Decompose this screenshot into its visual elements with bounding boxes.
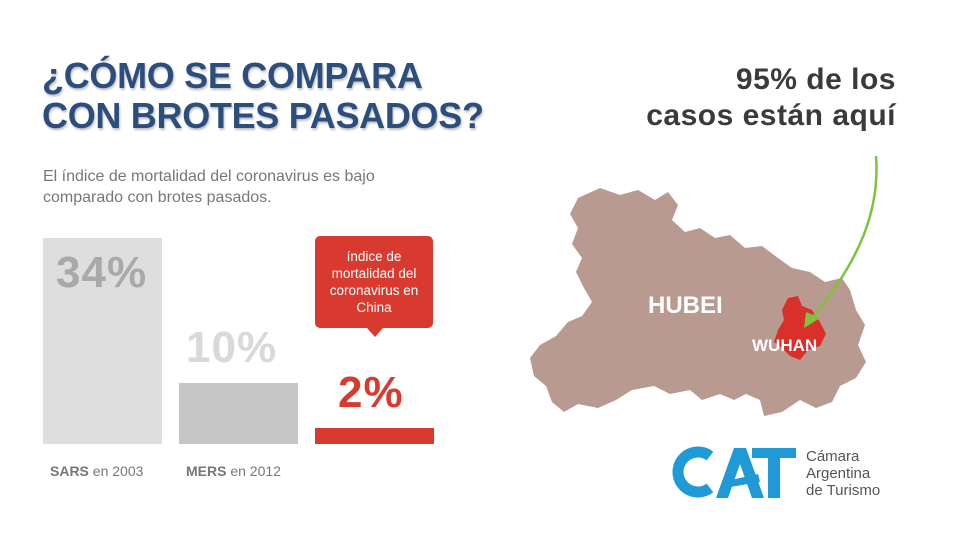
cat-logo-a-bar-icon bbox=[722, 474, 760, 488]
page-title: ¿CÓMO SE COMPARA CON BROTES PASADOS? bbox=[42, 56, 512, 136]
bar-sars-year: en 2003 bbox=[92, 463, 144, 479]
hubei-region-shape bbox=[530, 188, 866, 416]
title-line-2: CON BROTES PASADOS? bbox=[42, 95, 484, 136]
arrow-head-icon bbox=[804, 312, 820, 328]
wuhan-shape bbox=[774, 296, 826, 360]
bar-mers-label: MERS en 2012 bbox=[186, 463, 281, 479]
callout-line-2: mortalidad del bbox=[331, 266, 417, 281]
callout-line-4: China bbox=[356, 300, 392, 315]
subtitle: El índice de mortalidad del coronavirus … bbox=[43, 166, 423, 208]
headline-line-2: casos están aquí bbox=[646, 99, 896, 132]
bar-mers-value: 10% bbox=[186, 323, 278, 372]
bar-mers-year: en 2012 bbox=[230, 463, 281, 479]
org-name: Cámara Argentina de Turismo bbox=[806, 448, 880, 499]
wuhan-label: WUHAN bbox=[752, 336, 818, 355]
hubei-map bbox=[530, 155, 878, 416]
bar-mers bbox=[179, 383, 298, 444]
headline-line-1: 95% de los bbox=[735, 63, 896, 96]
bar-china-value: 2% bbox=[338, 368, 404, 417]
bar-mers-name: MERS bbox=[186, 463, 227, 479]
bar-sars-label: SARS en 2003 bbox=[50, 463, 143, 479]
headline: 95% de los casos están aquí bbox=[646, 62, 896, 134]
bar-china bbox=[315, 428, 434, 444]
bar-sars-value: 34% bbox=[56, 248, 148, 297]
org-line-3: de Turismo bbox=[806, 482, 881, 499]
bar-sars-name: SARS bbox=[50, 463, 89, 479]
org-line-1: Cámara bbox=[806, 448, 860, 465]
cat-logo bbox=[672, 446, 796, 498]
subtitle-line-2: comparado con brotes pasados. bbox=[43, 189, 272, 206]
cat-logo-c-icon bbox=[672, 446, 714, 498]
title-line-1: ¿CÓMO SE COMPARA bbox=[42, 55, 423, 96]
hubei-label: HUBEI bbox=[648, 292, 723, 319]
subtitle-line-1: El índice de mortalidad del coronavirus … bbox=[43, 168, 375, 185]
cat-logo-t-icon bbox=[752, 448, 796, 498]
china-callout: índice de mortalidad del coronavirus en … bbox=[315, 236, 433, 337]
callout-line-1: índice de bbox=[346, 249, 402, 264]
bar-sars bbox=[43, 238, 162, 444]
callout-line-3: coronavirus en bbox=[329, 283, 419, 298]
pointer-arrow-icon bbox=[811, 155, 878, 319]
org-line-2: Argentina bbox=[806, 465, 871, 482]
